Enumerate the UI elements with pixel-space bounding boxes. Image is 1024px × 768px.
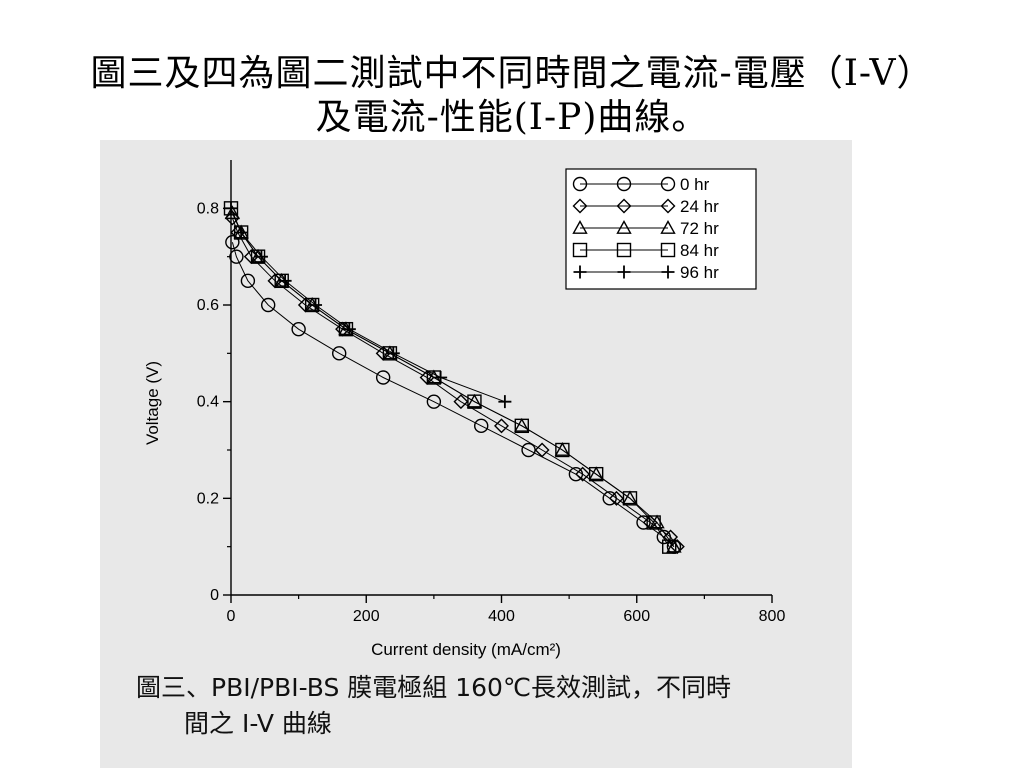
legend-marker	[660, 220, 676, 234]
data-point-84-hr	[555, 442, 570, 458]
data-point-96-hr	[434, 371, 448, 384]
data-point-84-hr	[467, 394, 482, 409]
data-point-24-hr	[663, 529, 679, 545]
data-point-24-hr	[534, 442, 550, 458]
series-line-24-hr	[231, 217, 678, 547]
data-point-84-hr	[588, 466, 604, 482]
legend-box	[565, 168, 757, 290]
legend-marker	[616, 198, 632, 214]
legend-marker	[616, 176, 632, 192]
x-axis-label: Current density (mA/cm²)	[371, 640, 561, 659]
x-tick-label: 600	[623, 608, 650, 625]
data-point-24-hr	[575, 466, 591, 482]
x-tick-label: 800	[759, 608, 786, 625]
data-point-84-hr	[646, 515, 661, 530]
legend-entry-84-hr: 84 hr	[572, 241, 719, 260]
data-point-0-hr	[260, 297, 276, 313]
data-point-84-hr	[622, 491, 638, 506]
legend-label-84-hr: 84 hr	[680, 241, 719, 260]
legend-marker	[573, 265, 587, 279]
legend-entry-72-hr: 72 hr	[572, 219, 719, 238]
figure-panel: 0 0.2 0.4 0.6 0.8 0 200 400 600 800 0 hr 24 hr 72 h…	[100, 140, 852, 768]
data-point-0-hr	[291, 321, 306, 337]
data-point-0-hr	[331, 346, 347, 361]
legend-marker	[572, 176, 588, 192]
data-point-96-hr	[498, 395, 512, 409]
legend-marker	[616, 220, 632, 234]
legend-marker	[660, 198, 676, 214]
series-0-hr	[225, 234, 682, 554]
data-point-96-hr	[234, 226, 248, 239]
data-point-72-hr	[514, 417, 530, 432]
legend-marker	[572, 220, 588, 234]
y-tick-label: 0.8	[197, 200, 219, 217]
legend-marker	[572, 242, 588, 258]
data-point-24-hr	[608, 490, 624, 506]
legend-marker	[617, 265, 631, 279]
x-tick-label: 0	[227, 608, 236, 625]
axes: 0 0.2 0.4 0.6 0.8 0 200 400 600 800	[197, 160, 786, 625]
data-point-24-hr	[669, 539, 685, 555]
data-point-0-hr	[474, 418, 489, 434]
data-point-72-hr	[622, 490, 638, 505]
legend-label-24-hr: 24 hr	[680, 197, 719, 216]
data-point-96-hr	[224, 201, 238, 215]
legend: 0 hr 24 hr 72 hr 84 hr 96 hr	[565, 168, 757, 290]
legend-entry-24-hr: 24 hr	[572, 197, 719, 216]
data-point-96-hr	[309, 298, 323, 312]
legend-entry-0-hr: 0 hr	[572, 175, 710, 194]
legend-entry-96-hr: 96 hr	[573, 263, 719, 282]
legend-label-96-hr: 96 hr	[680, 263, 719, 282]
data-point-72-hr	[554, 442, 571, 456]
figure-caption: 圖三、PBI/PBI-BS 膜電極組 160℃長效測試，不同時 間之 I-V 曲…	[136, 670, 836, 742]
data-point-24-hr	[494, 418, 509, 434]
slide-title-line2: 及電流-性能(I-P)曲線。	[315, 97, 709, 138]
data-point-84-hr	[514, 418, 529, 434]
data-point-84-hr	[662, 539, 677, 554]
data-point-0-hr	[229, 249, 244, 264]
series-96-hr	[224, 201, 512, 409]
x-tick-label: 400	[488, 608, 515, 625]
legend-marker	[616, 242, 632, 258]
data-point-72-hr	[588, 466, 604, 481]
y-tick-label: 0.6	[197, 297, 219, 314]
data-point-96-hr	[342, 322, 356, 336]
data-point-0-hr	[240, 273, 256, 289]
caption-line1: 圖三、PBI/PBI-BS 膜電極組 160℃長效測試，不同時	[136, 673, 732, 702]
y-tick-label: 0.4	[197, 394, 219, 411]
series-line-84-hr	[230, 208, 670, 547]
data-point-0-hr	[225, 234, 240, 250]
slide-title: 圖三及四為圖二測試中不同時間之電流-電壓（I-V） 及電流-性能(I-P)曲線。	[0, 52, 1024, 140]
legend-marker	[660, 176, 676, 192]
series-layer	[223, 201, 685, 555]
series-line-0-hr	[231, 242, 675, 548]
series-line-96-hr	[230, 208, 506, 403]
data-point-96-hr	[254, 250, 268, 264]
y-tick-label: 0.2	[197, 490, 219, 507]
y-tick-label: 0	[210, 587, 219, 604]
slide-title-line1: 圖三及四為圖二測試中不同時間之電流-電壓（I-V）	[90, 53, 934, 94]
x-tick-label: 200	[353, 608, 380, 625]
legend-marker	[660, 242, 676, 258]
caption-line2: 間之 I-V 曲線	[184, 709, 332, 738]
data-point-96-hr	[386, 346, 400, 360]
y-axis-label: Voltage (V)	[143, 361, 162, 445]
legend-label-0-hr: 0 hr	[680, 175, 710, 194]
data-point-72-hr	[666, 538, 682, 553]
data-point-0-hr	[375, 370, 391, 385]
legend-marker	[661, 265, 675, 279]
data-point-0-hr	[426, 394, 442, 409]
legend-marker	[572, 198, 588, 214]
data-point-72-hr	[224, 205, 241, 220]
data-point-72-hr	[466, 393, 483, 408]
data-point-24-hr	[453, 394, 469, 410]
legend-label-72-hr: 72 hr	[680, 219, 719, 238]
iv-curve-chart: 0 0.2 0.4 0.6 0.8 0 200 400 600 800 0 hr 24 hr 72 h…	[143, 160, 786, 659]
data-point-96-hr	[278, 274, 292, 288]
